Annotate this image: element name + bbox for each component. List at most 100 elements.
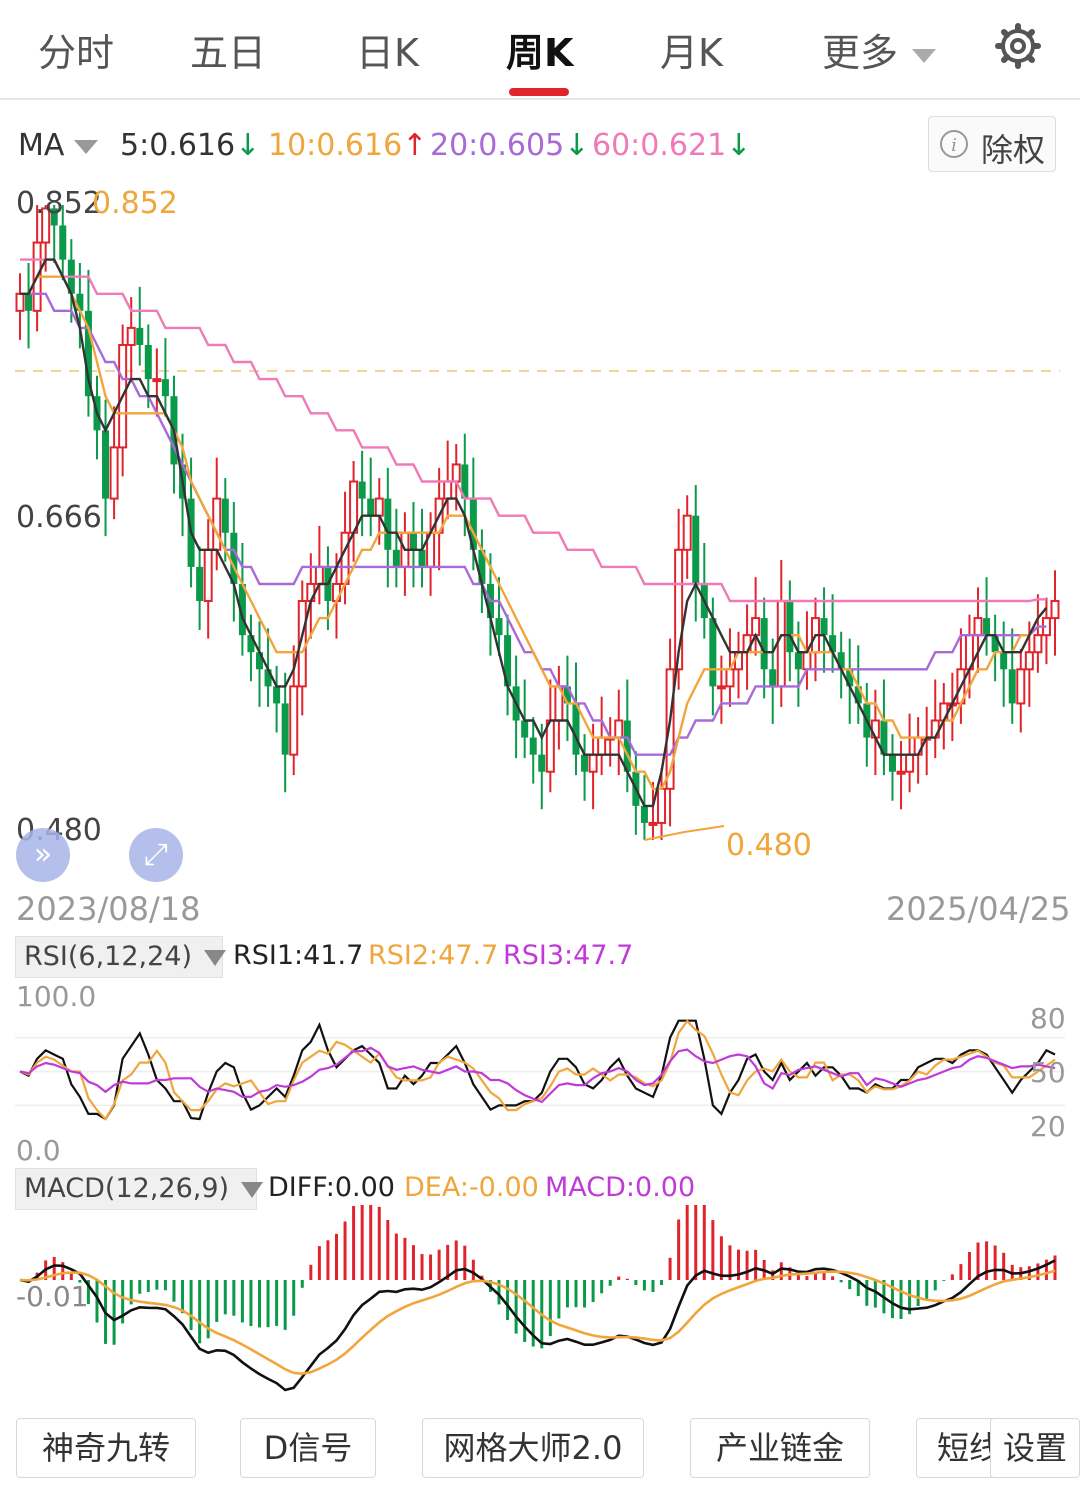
candle: [478, 549, 486, 584]
candle: [273, 686, 281, 704]
ma60-text: 60:0.621: [592, 128, 727, 163]
adjust-label: 除权: [981, 131, 1046, 169]
candle: [409, 532, 417, 550]
ma-label: MA: [18, 128, 65, 163]
candle: [59, 225, 67, 260]
candle: [572, 703, 580, 755]
tab-fenshi[interactable]: 分时: [38, 31, 115, 75]
candle: [905, 753, 915, 773]
diff-line: [19, 1259, 1056, 1392]
candle: [109, 446, 119, 500]
candle: [230, 532, 238, 584]
chevron-down-icon: [204, 949, 226, 966]
date-end: 2025/04/25: [886, 890, 1071, 928]
tab-more-label: 更多: [822, 31, 899, 75]
ma20-line: [20, 292, 1047, 756]
ma5-text: 5:0.616: [120, 128, 236, 163]
candle: [854, 686, 862, 704]
ma10-text: 10:0.616: [268, 128, 403, 163]
candle: [1050, 600, 1060, 620]
industry-chain-button[interactable]: 产业链金: [690, 1418, 870, 1478]
candle: [880, 720, 888, 755]
fullscreen-icon[interactable]: ⤢: [129, 828, 183, 882]
candle: [973, 617, 983, 637]
candle: [1033, 634, 1043, 654]
candle: [709, 618, 717, 687]
min-annotation: 0.480: [726, 828, 812, 863]
rsi-selector[interactable]: RSI(6,12,24): [15, 936, 226, 978]
adjust-button[interactable]: i 除权: [928, 116, 1056, 172]
chevron-down-icon: [241, 1181, 264, 1198]
ma-legend: MA 5:0.616↓ 10:0.616↑ 20:0.605↓ 60:0.621…: [0, 122, 1080, 172]
candle: [614, 719, 624, 739]
candle: [623, 720, 631, 772]
svg-text:i: i: [951, 135, 957, 156]
tab-more[interactable]: 更多: [822, 22, 937, 77]
candle: [238, 583, 246, 636]
tab-wuri[interactable]: 五日: [190, 31, 267, 75]
period-tabs: 分时 五日 日K 周K 月K 更多: [0, 0, 1080, 100]
candle: [545, 719, 555, 773]
active-tab-indicator: [509, 88, 569, 96]
candle: [769, 669, 777, 687]
candle: [794, 652, 802, 670]
candle: [41, 207, 51, 244]
grid-master-button[interactable]: 网格大师2.0: [422, 1418, 644, 1478]
candle: [340, 531, 350, 585]
info-icon: i: [940, 130, 968, 158]
chevron-down-icon: [74, 139, 99, 154]
expand-icon[interactable]: »: [16, 828, 70, 882]
candle: [102, 430, 110, 499]
settings-button[interactable]: 设置: [990, 1418, 1080, 1478]
candlestick-chart[interactable]: [0, 180, 1080, 880]
ma20-value: 20:0.605↓: [430, 128, 589, 163]
candle: [563, 686, 571, 704]
candle: [776, 600, 786, 688]
macd-label: MACD(12,26,9): [24, 1173, 230, 1204]
candle: [349, 480, 359, 534]
rsi-label: RSI(6,12,24): [24, 941, 192, 972]
candle: [256, 652, 264, 670]
candle: [15, 292, 25, 312]
candle: [657, 787, 667, 824]
macd-chart: [19, 1205, 1057, 1392]
candle: [1024, 651, 1034, 671]
rsi1-value: RSI1:41.7: [233, 940, 364, 971]
candle: [581, 754, 589, 772]
candle: [760, 618, 768, 670]
dea-line: [19, 1269, 1056, 1376]
candle: [374, 497, 384, 517]
candle: [648, 821, 658, 826]
candle: [991, 635, 999, 653]
shenqi-button[interactable]: 神奇九转: [16, 1418, 196, 1478]
candle: [418, 549, 426, 567]
d-signal-button[interactable]: D信号: [240, 1418, 376, 1478]
candle: [1016, 668, 1026, 705]
candle: [495, 618, 503, 636]
candle: [152, 378, 162, 383]
candle: [640, 805, 648, 823]
candle: [212, 497, 222, 551]
short-line-button[interactable]: 短线: [916, 1418, 998, 1478]
rsi1-line: [19, 1019, 1056, 1121]
dea-value: DEA:-0.00: [404, 1172, 539, 1203]
candle: [126, 326, 136, 346]
candle: [716, 685, 726, 690]
down-arrow-icon: ↓: [235, 128, 261, 163]
ma60-value: 60:0.621↓: [592, 128, 751, 163]
tab-yuek[interactable]: 月K: [660, 31, 723, 75]
candle: [451, 463, 461, 483]
ma-selector[interactable]: MA: [18, 128, 99, 163]
candle: [674, 548, 684, 671]
rsi2-line: [19, 1019, 1056, 1121]
candle: [50, 208, 58, 226]
ma60-line: [20, 258, 1047, 603]
gear-icon[interactable]: [994, 22, 1042, 70]
macd-selector[interactable]: MACD(12,26,9): [15, 1168, 264, 1210]
tab-rik[interactable]: 日K: [356, 31, 419, 75]
candle: [802, 651, 812, 671]
ma5-line: [20, 258, 1048, 808]
candle: [888, 754, 896, 772]
tab-zhouk[interactable]: 周K: [506, 31, 574, 75]
candle: [367, 498, 375, 516]
